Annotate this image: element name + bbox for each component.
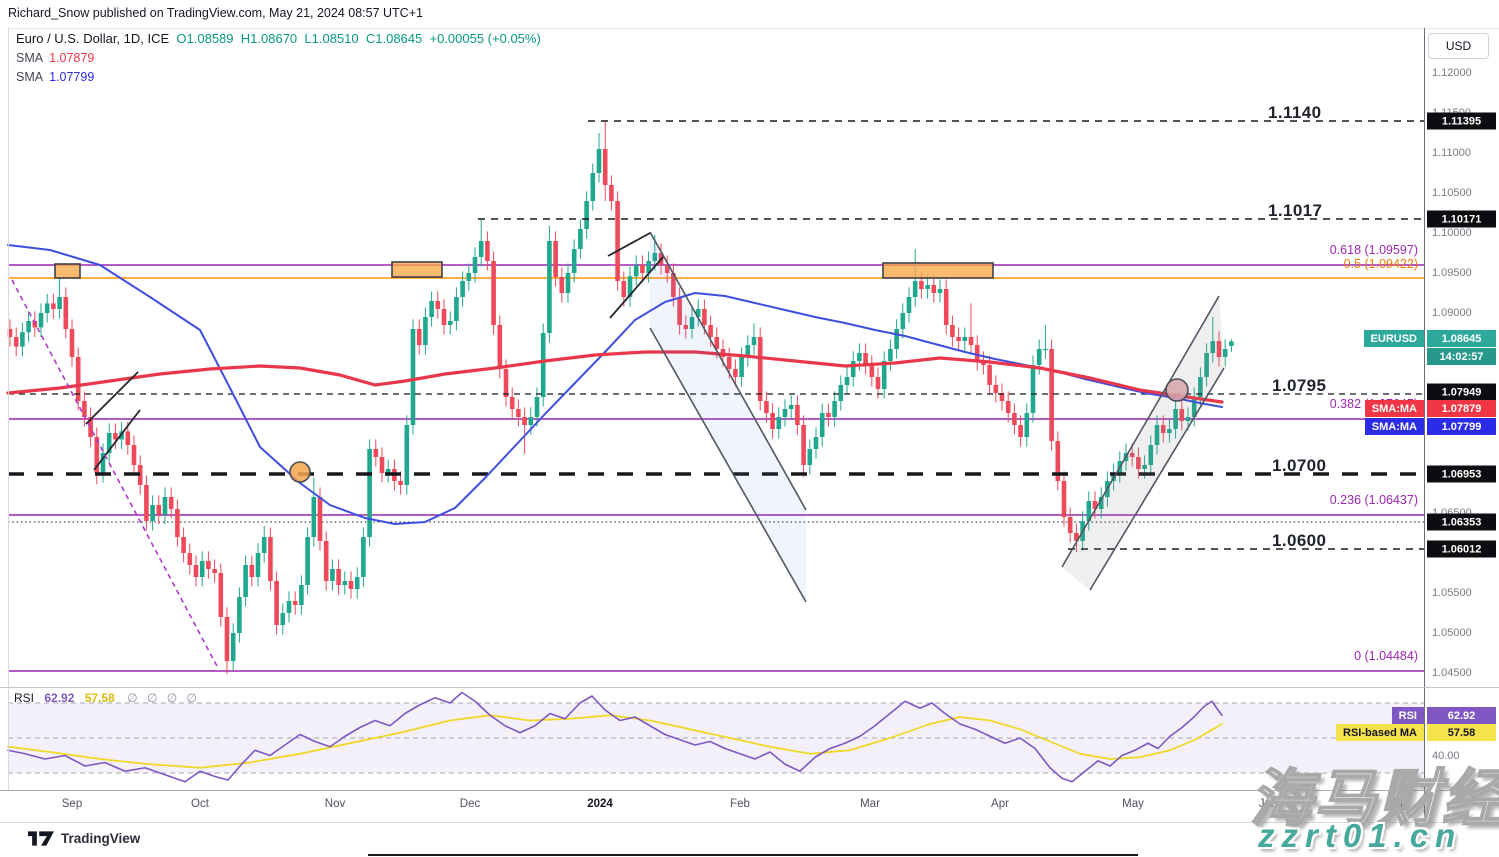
- sma-red-value: 1.07879: [49, 51, 95, 65]
- chart-top-border: [8, 28, 1499, 29]
- tradingview-logo-icon: [28, 831, 54, 846]
- hidden-plot-icon[interactable]: ∅: [146, 691, 158, 705]
- time-axis-label[interactable]: Feb: [730, 798, 750, 810]
- time-axis-label[interactable]: Nov: [324, 798, 346, 810]
- rsi-legend[interactable]: RSI 62.92 57.58 ∅ ∅ ∅ ∅: [14, 691, 197, 705]
- level-price-label: 1.06953: [1427, 465, 1496, 483]
- price-scale-tick[interactable]: 1.05500: [1432, 587, 1472, 599]
- watermark-site: zzrt01.cn: [1258, 817, 1463, 854]
- key-level-label: 1.0700: [1272, 456, 1327, 475]
- tradingview-logo[interactable]: TradingView: [28, 831, 140, 846]
- level-price-label: 1.10171: [1427, 210, 1496, 228]
- time-axis-label[interactable]: May: [1122, 798, 1144, 810]
- watermark-chinese: 海马财经: [1249, 764, 1499, 835]
- currency-toggle-button[interactable]: USD: [1428, 33, 1489, 59]
- level-price-label: 1.11395: [1427, 112, 1496, 130]
- price-scale-tick[interactable]: 1.11000: [1432, 147, 1471, 159]
- hidden-plot-icon[interactable]: ∅: [166, 691, 178, 705]
- sma-red-badge: SMA:MA: [1364, 400, 1424, 417]
- chart-left-border: [8, 28, 9, 790]
- symbol-price-badge: EURUSD: [1363, 330, 1424, 347]
- time-axis-label[interactable]: Jul: [1390, 798, 1406, 810]
- fib-level-label: 0.236 (1.06437): [1329, 493, 1418, 507]
- fib-level-label: 0.5 (1.09422): [1343, 257, 1418, 271]
- time-axis-label[interactable]: 2024: [587, 798, 613, 810]
- time-axis-label[interactable]: Mar: [860, 798, 880, 810]
- hidden-plot-icon[interactable]: ∅: [127, 691, 138, 705]
- sma-blue-row[interactable]: SMA 1.07799: [16, 70, 95, 84]
- price-scale-border: [1424, 28, 1425, 822]
- fib-level-label: 0.618 (1.09597): [1329, 243, 1418, 257]
- key-level-label: 1.1017: [1268, 201, 1323, 220]
- change-value: +0.00055 (+0.05%): [429, 31, 541, 46]
- time-axis-bottom-border: [0, 822, 1499, 823]
- price-scale-tick[interactable]: 1.04500: [1432, 667, 1472, 679]
- rsi-value: 62.92: [44, 691, 75, 705]
- key-level-label: 1.0600: [1272, 531, 1327, 550]
- key-level-label: 1.1140: [1268, 103, 1322, 122]
- pane-separator[interactable]: [0, 687, 1499, 688]
- rsi-ma-value-label: 57.58: [1427, 724, 1496, 741]
- time-axis-label[interactable]: Sep: [61, 798, 83, 810]
- time-axis-label[interactable]: Dec: [459, 798, 481, 810]
- time-axis-label[interactable]: Apr: [991, 798, 1009, 810]
- level-price-label: 1.07949: [1427, 383, 1496, 401]
- level-price-label: 1.06012: [1427, 540, 1496, 558]
- price-scale-tick[interactable]: 1.09000: [1432, 307, 1472, 319]
- key-level-label: 1.0795: [1272, 376, 1327, 395]
- sma-blue-price-label: 1.07799: [1427, 418, 1496, 435]
- rsi-value-label: 62.92: [1427, 707, 1496, 724]
- tradingview-logo-text: TradingView: [61, 831, 141, 846]
- bottom-divider-line: [368, 854, 1138, 856]
- price-scale-tick[interactable]: 40.00: [1432, 750, 1460, 762]
- sma-blue-badge: SMA:MA: [1364, 418, 1424, 435]
- symbol-legend[interactable]: Euro / U.S. Dollar, 1D, ICE O1.08589 H1.…: [16, 31, 541, 88]
- level-price-label: 1.06353: [1427, 513, 1496, 531]
- published-header: Richard_Snow published on TradingView.co…: [8, 6, 423, 20]
- time-axis-top-border: [0, 790, 1499, 791]
- price-scale-tick[interactable]: 1.10000: [1432, 227, 1472, 239]
- time-axis-label[interactable]: Jun: [1258, 798, 1278, 810]
- hidden-plot-icon[interactable]: ∅: [186, 691, 197, 705]
- last-price-label: 1.08645: [1427, 330, 1496, 347]
- sma-red-price-label: 1.07879: [1427, 400, 1496, 417]
- sma-red-row[interactable]: SMA 1.07879: [16, 51, 95, 65]
- rsi-badge: RSI: [1391, 707, 1424, 724]
- price-scale-tick[interactable]: 1.12000: [1432, 67, 1472, 79]
- rsi-ma-badge: RSI-based MA: [1336, 724, 1424, 741]
- time-axis-label[interactable]: Oct: [191, 798, 209, 810]
- price-scale-tick[interactable]: 1.09500: [1432, 267, 1472, 279]
- symbol-title[interactable]: Euro / U.S. Dollar, 1D, ICE: [16, 31, 170, 46]
- rsi-ma-value: 57.58: [84, 691, 115, 705]
- price-scale-tick[interactable]: 1.05000: [1432, 627, 1472, 639]
- bar-countdown-label: 14:02:57: [1427, 348, 1496, 365]
- symbol-title-row[interactable]: Euro / U.S. Dollar, 1D, ICE O1.08589 H1.…: [16, 31, 541, 46]
- price-scale-tick[interactable]: 1.10500: [1432, 187, 1472, 199]
- fib-level-label: 0 (1.04484): [1354, 649, 1418, 663]
- sma-blue-value: 1.07799: [49, 70, 95, 84]
